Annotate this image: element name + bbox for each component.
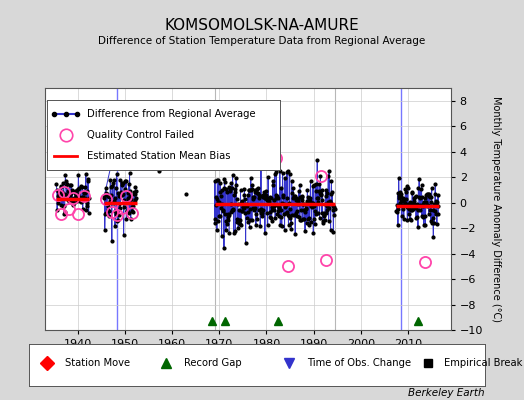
Text: Station Move: Station Move (66, 358, 130, 368)
Text: Estimated Station Mean Bias: Estimated Station Mean Bias (87, 151, 231, 161)
Text: Berkeley Earth: Berkeley Earth (408, 388, 485, 398)
Text: Record Gap: Record Gap (184, 358, 242, 368)
Text: Difference from Regional Average: Difference from Regional Average (87, 109, 255, 119)
Y-axis label: Monthly Temperature Anomaly Difference (°C): Monthly Temperature Anomaly Difference (… (492, 96, 501, 322)
Text: Quality Control Failed: Quality Control Failed (87, 130, 194, 140)
Text: KOMSOMOLSK-NA-AMURE: KOMSOMOLSK-NA-AMURE (165, 18, 359, 33)
Text: Time of Obs. Change: Time of Obs. Change (307, 358, 411, 368)
Text: Difference of Station Temperature Data from Regional Average: Difference of Station Temperature Data f… (99, 36, 425, 46)
Text: Empirical Break: Empirical Break (444, 358, 522, 368)
